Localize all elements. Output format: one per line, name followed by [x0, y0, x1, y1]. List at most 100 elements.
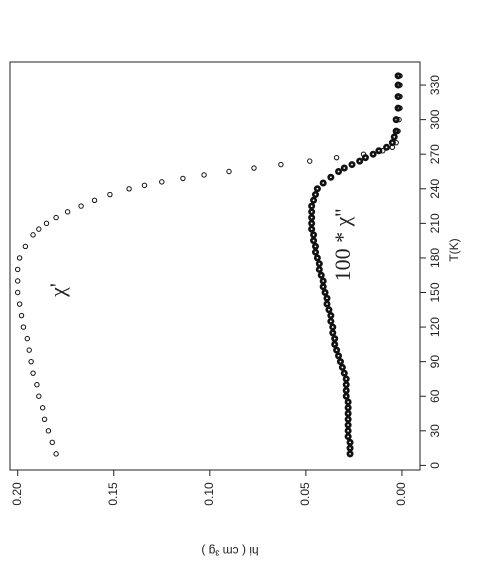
- data-point: [307, 158, 313, 164]
- data-point: [315, 260, 323, 268]
- data-point: [344, 410, 352, 418]
- data-point: [344, 398, 352, 406]
- data-point: [107, 191, 113, 198]
- data-point: [53, 214, 59, 221]
- data-point: [308, 219, 316, 227]
- data-point: [335, 352, 343, 360]
- data-point: [394, 72, 402, 80]
- data-point: [30, 232, 36, 238]
- data-point: [53, 451, 59, 457]
- data-point: [342, 381, 350, 389]
- data-point: [325, 306, 333, 314]
- data-point: [346, 438, 354, 446]
- data-point: [308, 202, 316, 210]
- data-point: [26, 347, 32, 353]
- data-point: [141, 182, 148, 189]
- data-point: [319, 277, 327, 285]
- data-point: [327, 173, 335, 181]
- data-point: [317, 271, 325, 279]
- y-tick-label: 0.10: [202, 482, 216, 506]
- data-point: [375, 147, 383, 155]
- data-point: [315, 265, 323, 273]
- data-point: [394, 81, 402, 89]
- annotation: 100 * χ'': [330, 209, 355, 282]
- data-point: [201, 172, 207, 178]
- data-point: [331, 335, 339, 343]
- data-point: [319, 179, 327, 187]
- x-tick-label: 240: [428, 178, 442, 198]
- data-point: [329, 329, 337, 337]
- data-point: [22, 243, 29, 250]
- data-point: [338, 363, 346, 371]
- data-point: [308, 214, 316, 222]
- data-point: [344, 433, 352, 441]
- data-point: [342, 392, 350, 400]
- x-tick-label: 150: [428, 282, 442, 302]
- data-point: [251, 165, 257, 171]
- data-point: [319, 283, 327, 291]
- data-point: [344, 427, 352, 435]
- data-point: [36, 226, 42, 232]
- data-point: [311, 242, 319, 250]
- data-point: [336, 358, 344, 366]
- data-point: [313, 185, 321, 193]
- x-axis-label: T(K): [447, 238, 461, 261]
- data-point: [383, 143, 391, 151]
- annotation: χ': [45, 283, 70, 298]
- data-point: [390, 133, 398, 141]
- data-point: [340, 369, 348, 377]
- data-point: [327, 317, 335, 325]
- y-tick-label: 0.00: [394, 482, 408, 506]
- data-point: [344, 404, 352, 412]
- x-tick-label: 180: [428, 248, 442, 268]
- data-point: [327, 312, 335, 320]
- data-point: [361, 154, 369, 162]
- data-point: [16, 301, 23, 307]
- data-point: [392, 116, 400, 124]
- x-tick-label: 210: [428, 213, 442, 233]
- data-point: [14, 278, 21, 284]
- data-point: [126, 186, 132, 192]
- data-point: [16, 255, 23, 261]
- data-point: [20, 324, 27, 330]
- data-point: [308, 208, 316, 216]
- data-point: [331, 340, 339, 348]
- data-point: [394, 104, 402, 112]
- y-tick-label: 0.15: [106, 482, 120, 506]
- y-tick-label: 0.05: [298, 482, 312, 506]
- data-point: [335, 167, 343, 175]
- data-point: [311, 191, 319, 199]
- data-point: [333, 346, 341, 354]
- data-point: [41, 416, 48, 422]
- data-point: [344, 421, 352, 429]
- y-tick-label: 0.20: [10, 482, 24, 506]
- data-point: [24, 335, 30, 342]
- plot-frame: [9, 61, 421, 471]
- x-tick-label: 30: [428, 424, 442, 438]
- x-tick-label: 0: [428, 462, 442, 469]
- data-point: [278, 161, 284, 168]
- data-point: [34, 382, 40, 388]
- data-point: [396, 116, 402, 123]
- data-point: [310, 196, 318, 204]
- data-point: [159, 179, 165, 185]
- data-point: [346, 444, 354, 452]
- data-point: [91, 197, 98, 204]
- data-point: [329, 323, 337, 331]
- data-point: [394, 93, 402, 101]
- data-point: [14, 289, 21, 296]
- data-point: [49, 439, 55, 446]
- data-point: [344, 415, 352, 423]
- data-point: [39, 405, 46, 411]
- x-tick-label: 270: [428, 144, 442, 164]
- x-tick-label: 60: [428, 389, 442, 403]
- data-point: [64, 209, 71, 215]
- data-point: [321, 289, 329, 297]
- data-point: [14, 266, 21, 273]
- data-point: [78, 203, 84, 209]
- data-point: [346, 450, 354, 458]
- data-point: [43, 220, 50, 227]
- data-point: [18, 312, 25, 319]
- data-point: [348, 161, 356, 169]
